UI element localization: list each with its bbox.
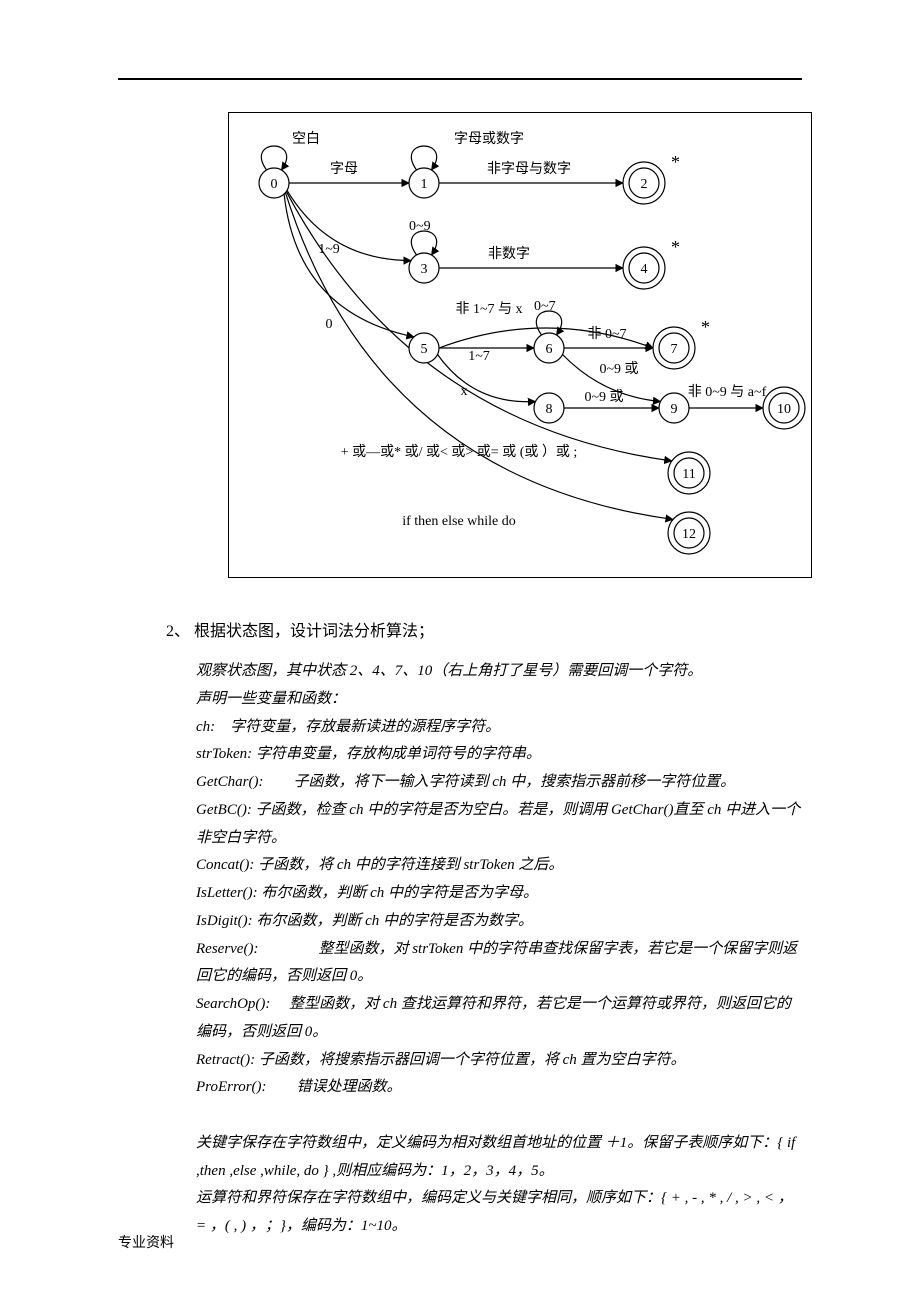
svg-text:11: 11 [682, 467, 695, 482]
svg-text:非 0~9 与 a~f: 非 0~9 与 a~f [688, 384, 767, 400]
paragraph: SearchOp(): 整型函数，对 ch 查找运算符和界符，若它是一个运算符或… [196, 991, 802, 1047]
svg-text:+ 或—或* 或/ 或< 或> 或= 或 (或 ）或 ;: + 或—或* 或/ 或< 或> 或= 或 (或 ）或 ; [341, 444, 578, 460]
paragraph: Concat(): 子函数，将 ch 中的字符连接到 strToken 之后。 [196, 852, 802, 880]
svg-text:*: * [701, 317, 710, 337]
svg-text:0: 0 [326, 317, 333, 332]
paragraph [196, 1102, 802, 1130]
paragraph: Reserve(): 整型函数，对 strToken 中的字符串查找保留字表，若… [196, 936, 802, 992]
paragraph: 关键字保存在字符数组中，定义编码为相对数组首地址的位置 ＋1。保留子表顺序如下：… [196, 1130, 802, 1186]
svg-text:*: * [671, 152, 680, 172]
paragraph: IsLetter(): 布尔函数，判断 ch 中的字符是否为字母。 [196, 880, 802, 908]
svg-text:3: 3 [421, 262, 428, 277]
svg-text:7: 7 [671, 342, 678, 357]
svg-text:if then else while: if then else while do [402, 514, 516, 529]
svg-text:非字母与数字: 非字母与数字 [487, 161, 571, 177]
svg-text:0~9 或: 0~9 或 [599, 361, 638, 377]
section-number: 2、 [166, 623, 190, 640]
state-diagram-svg: 字母非字母与数字1~9非数字01~7非 0~7非 1~7 与 xx0~9 或非 … [229, 113, 811, 577]
svg-text:12: 12 [682, 527, 696, 542]
svg-text:0: 0 [271, 177, 278, 192]
paragraph: GetChar(): 子函数，将下一输入字符读到 ch 中，搜索指示器前移一字符… [196, 769, 802, 797]
paragraph: 声明一些变量和函数： [196, 686, 802, 714]
paragraph: 运算符和界符保存在字符数组中，编码定义与关键字相同，顺序如下：{ + , - ,… [196, 1185, 802, 1241]
svg-text:0~7: 0~7 [534, 299, 556, 314]
section-title: 2、 根据状态图，设计词法分析算法； [166, 617, 434, 641]
paragraph: strToken: 字符串变量，存放构成单词符号的字符串。 [196, 741, 802, 769]
svg-text:非数字: 非数字 [488, 246, 530, 262]
svg-text:1: 1 [421, 177, 428, 192]
svg-text:6: 6 [546, 342, 553, 357]
svg-text:0~9: 0~9 [409, 219, 431, 234]
svg-text:非 1~7 与 x: 非 1~7 与 x [455, 301, 522, 317]
svg-text:10: 10 [777, 402, 791, 417]
page: 字母非字母与数字1~9非数字01~7非 0~7非 1~7 与 xx0~9 或非 … [0, 0, 920, 1302]
svg-text:*: * [671, 237, 680, 257]
svg-text:空白: 空白 [292, 131, 320, 147]
svg-text:2: 2 [641, 177, 648, 192]
paragraph: Retract(): 子函数，将搜索指示器回调一个字符位置，将 ch 置为空白字… [196, 1047, 802, 1075]
svg-text:字母: 字母 [330, 161, 358, 177]
svg-text:字母或数字: 字母或数字 [454, 131, 524, 147]
body-text: 观察状态图，其中状态 2、4、7、10（右上角打了星号）需要回调一个字符。声明一… [196, 658, 802, 1241]
svg-text:9: 9 [671, 402, 678, 417]
svg-text:5: 5 [421, 342, 428, 357]
paragraph: IsDigit(): 布尔函数，判断 ch 中的字符是否为数字。 [196, 908, 802, 936]
top-rule [118, 78, 802, 80]
paragraph: 观察状态图，其中状态 2、4、7、10（右上角打了星号）需要回调一个字符。 [196, 658, 802, 686]
svg-text:8: 8 [546, 402, 553, 417]
footer: 专业资料 [118, 1232, 174, 1252]
paragraph: ProError(): 错误处理函数。 [196, 1074, 802, 1102]
state-diagram: 字母非字母与数字1~9非数字01~7非 0~7非 1~7 与 xx0~9 或非 … [228, 112, 812, 578]
paragraph: ch: 字符变量，存放最新读进的源程序字符。 [196, 714, 802, 742]
section-heading: 根据状态图，设计词法分析算法； [194, 623, 434, 640]
paragraph: GetBC(): 子函数，检查 ch 中的字符是否为空白。若是，则调用 GetC… [196, 797, 802, 853]
svg-text:1~7: 1~7 [468, 349, 490, 364]
svg-text:4: 4 [641, 262, 648, 277]
